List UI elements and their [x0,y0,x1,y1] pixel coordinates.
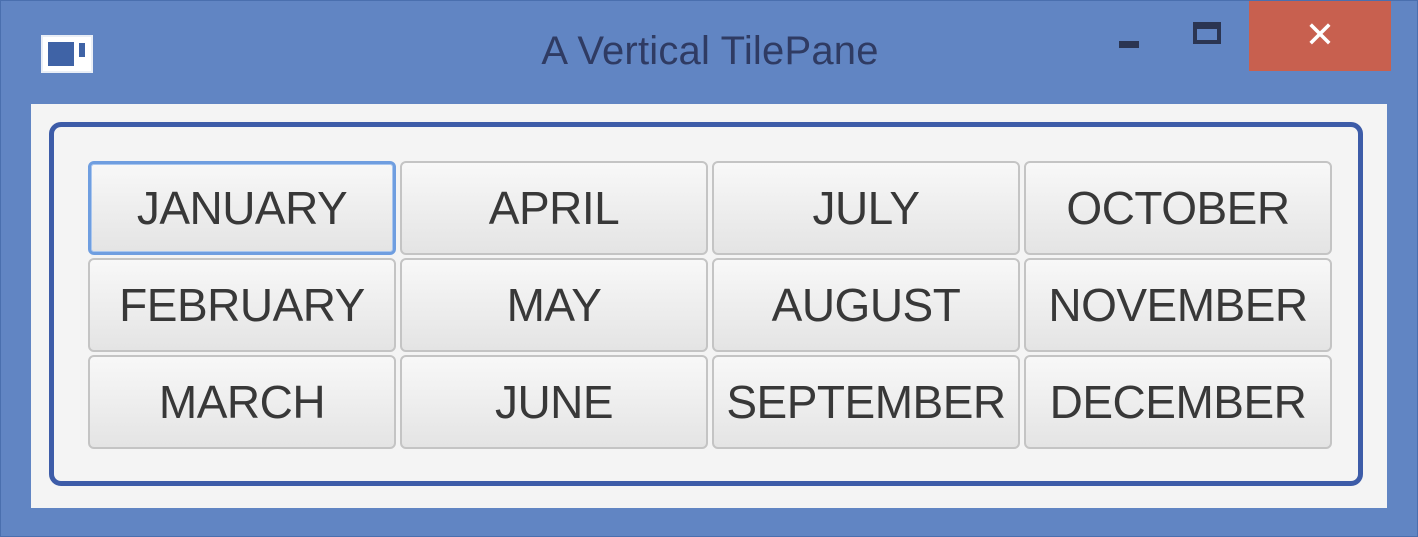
month-button-february[interactable]: FEBRUARY [88,258,396,352]
title-bar[interactable]: A Vertical TilePane ✕ [1,1,1418,101]
minimize-icon [1119,40,1139,48]
maximize-button[interactable] [1177,5,1237,71]
app-icon[interactable] [41,35,93,73]
close-icon: ✕ [1304,15,1336,56]
close-button[interactable]: ✕ [1249,1,1391,71]
month-button-december[interactable]: DECEMBER [1024,355,1332,449]
minimize-button[interactable] [1099,5,1159,71]
vertical-tilepane: JANUARY FEBRUARY MARCH APRIL MAY JUNE JU… [49,122,1363,486]
month-button-june[interactable]: JUNE [400,355,708,449]
maximize-icon [1193,22,1221,44]
month-button-april[interactable]: APRIL [400,161,708,255]
month-button-may[interactable]: MAY [400,258,708,352]
client-area: JANUARY FEBRUARY MARCH APRIL MAY JUNE JU… [31,104,1387,508]
month-button-august[interactable]: AUGUST [712,258,1020,352]
app-icon-bar [79,43,85,57]
month-button-november[interactable]: NOVEMBER [1024,258,1332,352]
month-button-september[interactable]: SEPTEMBER [712,355,1020,449]
month-button-july[interactable]: JULY [712,161,1020,255]
window-title: A Vertical TilePane [541,29,879,73]
month-button-october[interactable]: OCTOBER [1024,161,1332,255]
app-icon-pane [48,42,74,66]
month-button-march[interactable]: MARCH [88,355,396,449]
month-button-january[interactable]: JANUARY [88,161,396,255]
